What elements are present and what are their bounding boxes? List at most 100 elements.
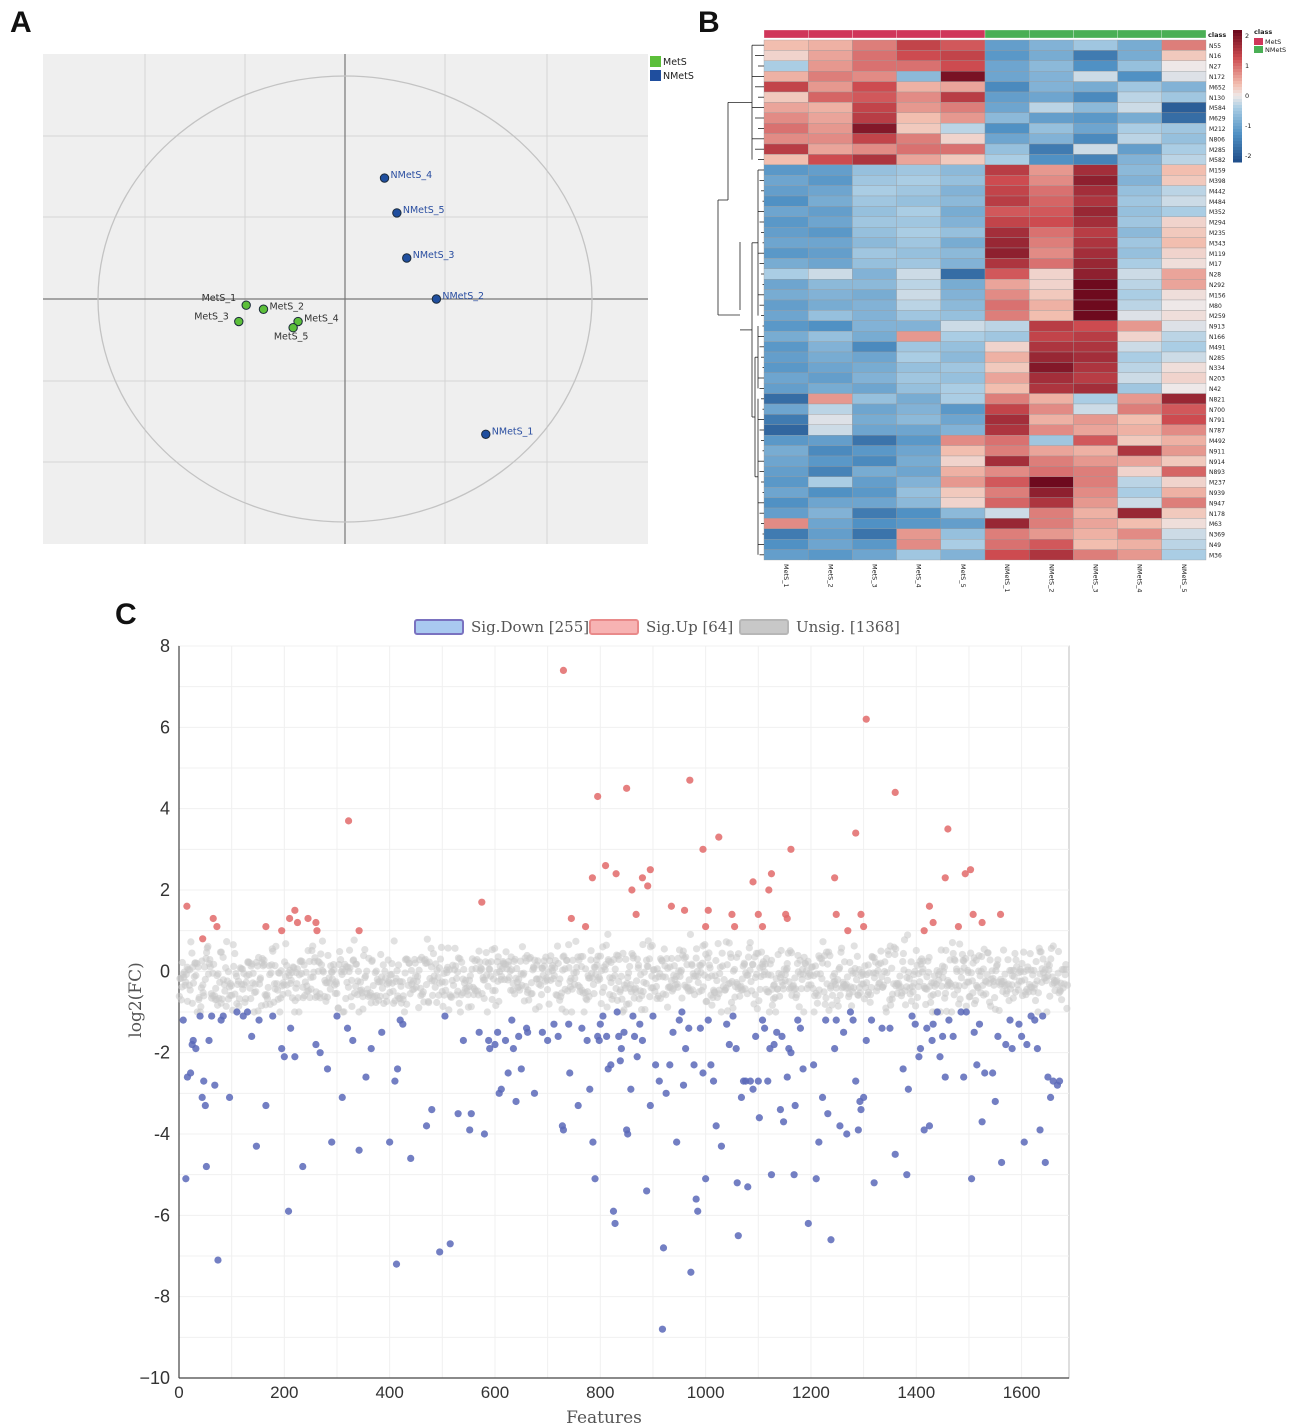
- colorbar-segment: [1233, 135, 1242, 139]
- row-label: M294: [1209, 220, 1226, 227]
- point-sig-down: [467, 1110, 475, 1118]
- point-sig-down: [1039, 1012, 1047, 1020]
- point-sig-down: [459, 1036, 467, 1045]
- point-sig-down: [638, 1036, 647, 1045]
- panel-label-c: C: [115, 598, 137, 631]
- point-unsig: [483, 1008, 491, 1016]
- colorbar-segment: [1233, 114, 1242, 118]
- point-sig-down: [524, 1028, 532, 1036]
- point-unsig: [1026, 950, 1034, 958]
- point-unsig: [336, 956, 345, 964]
- row-label: N27: [1209, 64, 1221, 71]
- point-unsig: [436, 955, 445, 963]
- point-sig-up: [612, 870, 620, 878]
- point-sig-down: [1023, 1040, 1031, 1049]
- point-sig-down: [655, 1077, 663, 1085]
- x-tick-label: 800: [586, 1383, 614, 1402]
- point-unsig: [730, 965, 739, 974]
- point-sig-up: [996, 910, 1005, 919]
- point-unsig: [660, 945, 668, 953]
- point-unsig: [1039, 955, 1047, 963]
- point-unsig: [1057, 996, 1066, 1004]
- point-unsig: [282, 940, 290, 948]
- point-unsig: [916, 978, 924, 986]
- row-label: N791: [1209, 417, 1225, 424]
- colorbar-segment: [1233, 33, 1242, 37]
- point-sig-down: [725, 1040, 733, 1049]
- point-unsig: [678, 994, 686, 1002]
- point-unsig: [793, 991, 801, 999]
- point-unsig: [444, 944, 452, 952]
- point-unsig: [422, 981, 431, 989]
- point-sig-down: [287, 1024, 295, 1032]
- point-sig-down: [840, 1028, 848, 1036]
- x-tick-label: 200: [270, 1383, 298, 1402]
- colorbar-segment: [1233, 93, 1242, 97]
- point-unsig: [242, 995, 250, 1003]
- point-unsig: [600, 983, 608, 992]
- point-unsig: [344, 983, 353, 991]
- point-sig-down: [291, 1053, 299, 1061]
- point-unsig: [833, 996, 841, 1005]
- point-unsig: [354, 967, 363, 975]
- point-sig-down: [284, 1207, 293, 1215]
- y-tick-label: −10: [139, 1368, 170, 1388]
- colorbar-tick: -1: [1245, 122, 1251, 130]
- point-sig-down: [616, 1057, 624, 1065]
- point-sig-up: [715, 833, 723, 841]
- colorbar-segment: [1233, 60, 1242, 64]
- point-sig-down: [392, 1260, 401, 1268]
- point-unsig: [824, 960, 832, 968]
- point-unsig: [415, 1004, 423, 1012]
- colorbar-segment: [1233, 144, 1242, 148]
- point-unsig: [887, 1001, 895, 1009]
- score-point: [241, 300, 251, 310]
- point-unsig: [892, 945, 900, 953]
- point-unsig: [1049, 942, 1057, 950]
- point-unsig: [188, 949, 196, 957]
- point-unsig: [698, 959, 707, 967]
- point-unsig: [633, 955, 641, 963]
- y-tick-label: -6: [154, 1205, 170, 1225]
- row-label: N911: [1209, 448, 1225, 455]
- point-unsig: [947, 1008, 956, 1016]
- point-sig-down: [770, 1040, 778, 1049]
- point-sig-down: [973, 1061, 981, 1069]
- point-unsig: [433, 998, 441, 1007]
- point-sig-down: [624, 1130, 632, 1138]
- point-sig-up: [702, 923, 710, 931]
- point-unsig: [843, 973, 851, 981]
- point-unsig: [398, 978, 406, 986]
- point-unsig: [1034, 989, 1042, 997]
- point-unsig: [991, 994, 999, 1002]
- colorbar-segment: [1233, 132, 1242, 136]
- point-sig-down: [491, 1040, 499, 1049]
- point-sig-down: [200, 1077, 208, 1085]
- point-unsig: [850, 984, 858, 992]
- point-unsig: [452, 962, 460, 970]
- point-sig-down: [658, 1325, 667, 1333]
- point-unsig: [937, 982, 946, 990]
- x-tick-label: 1000: [687, 1383, 725, 1402]
- point-unsig: [222, 1002, 230, 1010]
- colorbar-segment: [1233, 153, 1242, 157]
- colorbar-segment: [1233, 75, 1242, 79]
- point-unsig: [390, 937, 398, 945]
- point-unsig: [423, 935, 431, 943]
- point-unsig: [333, 989, 341, 998]
- point-unsig: [955, 982, 963, 990]
- point-sig-down: [903, 1171, 911, 1179]
- point-unsig: [537, 981, 545, 989]
- point-sig-down: [609, 1207, 618, 1215]
- point-unsig: [723, 1007, 732, 1015]
- point-unsig: [340, 1008, 348, 1016]
- point-sig-down: [707, 1061, 715, 1069]
- point-sig-down: [933, 1008, 941, 1016]
- point-unsig: [972, 996, 980, 1005]
- point-sig-up: [291, 906, 299, 914]
- point-unsig: [477, 965, 486, 973]
- point-unsig: [528, 989, 536, 998]
- point-sig-down: [595, 1036, 603, 1045]
- point-unsig: [565, 941, 573, 949]
- row-label: N172: [1209, 74, 1225, 81]
